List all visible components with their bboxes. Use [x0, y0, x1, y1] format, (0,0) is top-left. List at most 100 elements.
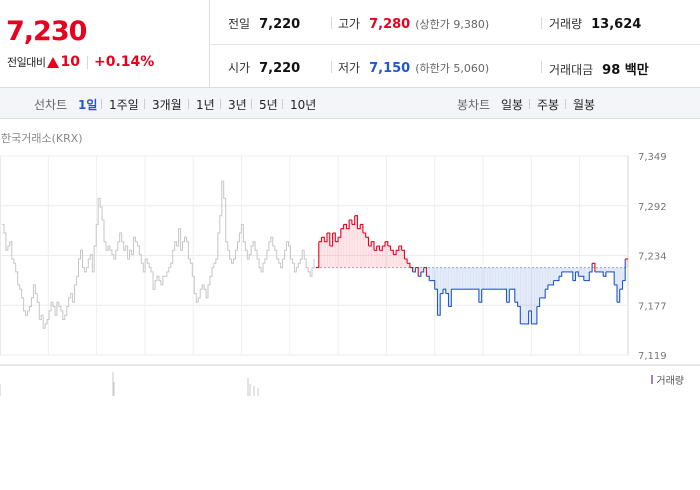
up-segment	[360, 223, 364, 233]
area-fill	[476, 267, 480, 290]
down-segment	[617, 289, 621, 303]
divider	[251, 99, 252, 109]
area-fill	[523, 267, 527, 324]
divider	[541, 17, 542, 29]
period-1y-tab[interactable]: 1년	[196, 98, 215, 112]
down-segment	[434, 288, 439, 316]
area-fill	[553, 267, 557, 281]
area-fill	[506, 267, 510, 303]
down-segment	[437, 293, 441, 316]
up-segment	[338, 228, 342, 238]
y-axis: 7,349 7,292 7,234 7,177 7,119	[638, 152, 667, 362]
down-segment	[622, 259, 626, 282]
period-1d-tab[interactable]: 1일	[78, 98, 98, 112]
up-segment	[376, 245, 381, 251]
area-fill	[550, 267, 554, 285]
change-rate: +0.14%	[93, 54, 155, 70]
low-value: 7,150	[369, 61, 411, 76]
down-segment	[570, 271, 574, 281]
area-fill	[420, 267, 424, 272]
area-fill	[512, 267, 516, 290]
up-segment	[371, 241, 375, 251]
area-fill	[354, 215, 358, 268]
candle-weekly-tab[interactable]: 주봉	[537, 98, 560, 112]
area-fill	[501, 267, 505, 290]
up-segment	[409, 267, 414, 272]
candle-daily-tab[interactable]: 일봉	[501, 98, 524, 112]
prev-close-stat: 전일 7,220	[228, 15, 300, 32]
up-segment	[324, 233, 328, 243]
divider	[101, 99, 102, 109]
area-fill	[324, 241, 328, 268]
area-fill	[617, 267, 621, 303]
prev-close-label: 전일	[228, 17, 251, 31]
volume-legend-label: 거래량	[656, 376, 684, 387]
today-series	[316, 215, 629, 325]
period-1w-tab[interactable]: 1주일	[109, 98, 139, 112]
open-stat: 시가 7,220	[228, 59, 300, 76]
down-segment	[572, 271, 577, 282]
area-fill	[407, 263, 411, 268]
up-segment	[387, 245, 392, 251]
area-fill	[340, 228, 344, 268]
area-fill	[371, 241, 375, 268]
area-fill	[398, 246, 402, 268]
area-fill	[418, 267, 422, 277]
down-segment	[614, 284, 618, 303]
amount-stat: 거래대금 98 백만	[549, 59, 649, 78]
upper-limit: (상한가 9,380)	[415, 18, 490, 31]
high-value: 7,280	[369, 17, 411, 32]
divider	[144, 99, 145, 109]
y-tick-label: 7,119	[638, 351, 667, 362]
down-segment	[503, 288, 508, 303]
period-3m-tab[interactable]: 3개월	[152, 98, 182, 112]
up-segment	[379, 246, 383, 251]
period-10y-tab[interactable]: 10년	[290, 98, 317, 112]
up-segment	[365, 236, 370, 246]
volume-stat: 거래량 13,624	[549, 15, 641, 32]
down-segment	[440, 289, 444, 295]
area-fill	[503, 267, 507, 290]
up-segment	[351, 215, 356, 225]
down-segment	[420, 267, 425, 273]
quote-panel: 7,230 전일대비 10 +0.14% 전일 7,220 고가 7,280 (…	[0, 0, 700, 88]
area-fill	[559, 267, 563, 277]
price-box: 7,230 전일대비 10 +0.14%	[0, 0, 210, 88]
area-fill	[545, 267, 549, 290]
area-fill	[495, 267, 499, 290]
area-fill	[432, 267, 436, 281]
area-fill	[393, 254, 397, 268]
y-tick-label: 7,292	[638, 202, 667, 213]
period-3y-tab[interactable]: 3년	[228, 98, 247, 112]
price-chart[interactable]: 7,349 7,292 7,234 7,177 7,119	[0, 119, 700, 409]
down-segment	[443, 288, 447, 294]
area-fill	[484, 267, 488, 290]
area-fill	[611, 267, 615, 272]
area-fill	[625, 259, 629, 268]
area-fill	[462, 267, 466, 290]
down-segment	[619, 280, 624, 290]
up-segment	[398, 245, 403, 251]
area-fill	[570, 267, 574, 272]
candle-monthly-tab[interactable]: 월봉	[573, 98, 596, 112]
area-fill	[487, 267, 491, 290]
area-fill	[594, 267, 598, 272]
down-segment	[611, 271, 615, 285]
up-segment	[382, 241, 386, 247]
down-segment	[506, 289, 510, 303]
up-segment	[374, 246, 378, 251]
area-fill	[467, 267, 471, 290]
volume-swatch	[651, 375, 654, 384]
area-fill	[368, 246, 372, 268]
area-fill	[531, 267, 535, 324]
up-segment	[327, 232, 331, 246]
area-fill	[564, 267, 568, 272]
period-5y-tab[interactable]: 5년	[259, 98, 278, 112]
data-source: 한국거래소(KRX)	[1, 132, 83, 145]
up-segment	[318, 237, 323, 243]
area-fill	[608, 267, 612, 272]
lower-limit: (하한가 5,060)	[415, 62, 490, 75]
divider	[188, 99, 189, 109]
down-segment	[528, 310, 532, 324]
volume-label: 거래량	[549, 17, 583, 31]
